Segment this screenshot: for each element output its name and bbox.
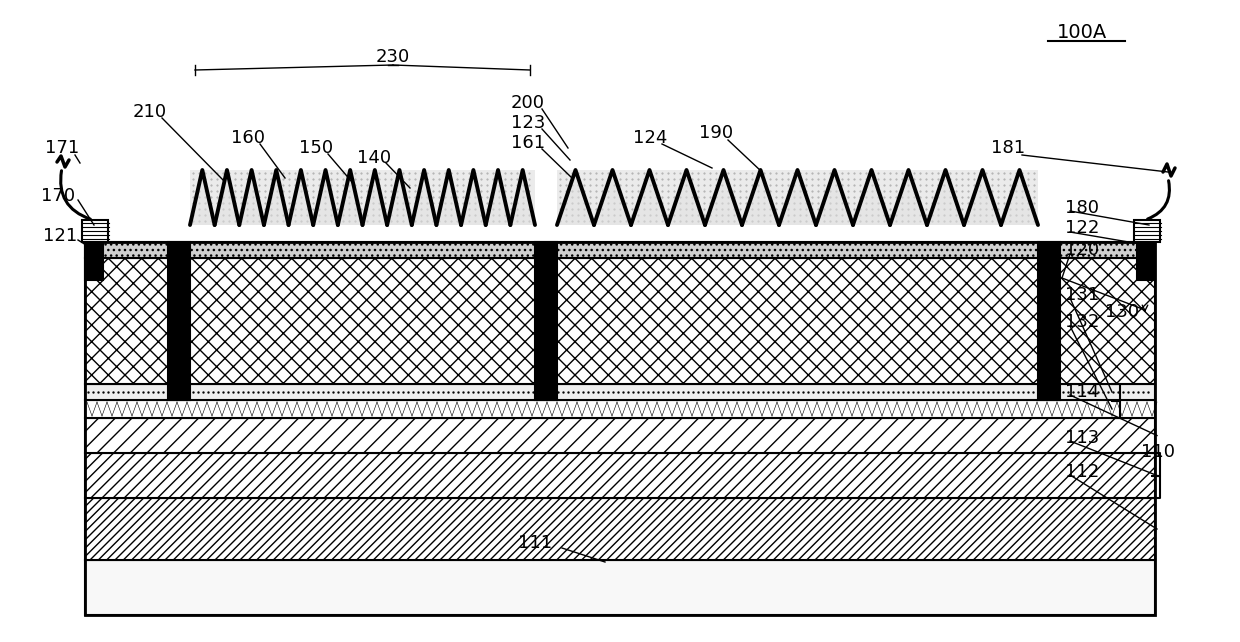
Bar [86, 400, 1154, 418]
Bar [190, 170, 534, 225]
Polygon shape [190, 170, 534, 225]
Bar [86, 498, 1154, 560]
Text: 130: 130 [1105, 303, 1140, 321]
Bar [557, 170, 1038, 225]
Bar [86, 242, 103, 280]
Bar [86, 453, 1154, 498]
Polygon shape [557, 170, 1038, 225]
Text: 110: 110 [1141, 443, 1176, 461]
Text: 122: 122 [1065, 219, 1099, 237]
Text: 180: 180 [1065, 199, 1099, 217]
Text: 112: 112 [1065, 463, 1099, 481]
Bar [86, 242, 1154, 615]
Bar [86, 258, 1154, 384]
Text: 140: 140 [357, 149, 391, 167]
Text: 121: 121 [43, 227, 77, 245]
Text: 170: 170 [41, 187, 76, 205]
Text: 160: 160 [231, 129, 265, 147]
Bar [86, 384, 1154, 400]
Text: 190: 190 [699, 124, 733, 142]
Text: 131: 131 [1065, 286, 1099, 304]
Text: 111: 111 [518, 534, 552, 552]
Bar [534, 242, 557, 400]
Text: 113: 113 [1065, 429, 1099, 447]
Bar [86, 242, 1154, 258]
Text: 171: 171 [45, 139, 79, 157]
Bar [86, 418, 1154, 453]
Text: 181: 181 [991, 139, 1025, 157]
Bar [1137, 242, 1154, 280]
Bar [86, 560, 1154, 615]
Text: 124: 124 [632, 129, 667, 147]
Text: 123: 123 [511, 114, 546, 132]
Text: 120: 120 [1065, 241, 1099, 259]
Text: 114: 114 [1065, 383, 1099, 401]
Text: 150: 150 [299, 139, 334, 157]
Text: 200: 200 [511, 94, 546, 112]
Bar [167, 242, 190, 400]
Bar [82, 220, 108, 242]
Text: 210: 210 [133, 103, 167, 121]
Bar [1135, 220, 1159, 242]
Text: 230: 230 [376, 48, 410, 66]
Text: 100A: 100A [1056, 24, 1107, 42]
Text: 132: 132 [1065, 313, 1099, 331]
Bar [1038, 242, 1060, 400]
Text: 161: 161 [511, 134, 546, 152]
